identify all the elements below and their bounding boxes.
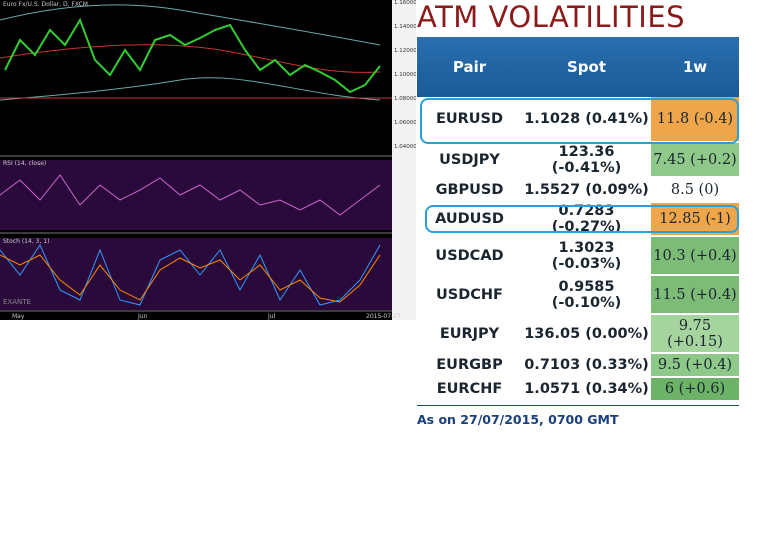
stoch-d: [0, 254, 381, 303]
month-label: Jul: [267, 313, 276, 320]
table-row: EURUSD 1.1028 (0.41%) 11.8 (-0.4): [417, 97, 739, 143]
cell-pair: USDCHF: [417, 275, 522, 315]
month-label: Jun: [137, 313, 148, 320]
date-label: 2015-07-27: [366, 313, 401, 320]
month-label: May: [12, 313, 25, 320]
stoch-label: Stoch (14, 3, 1): [3, 238, 49, 245]
cell-spot: 1.5527 (0.09%): [522, 177, 651, 203]
footnote: As on 27/07/2015, 0700 GMT: [417, 405, 739, 427]
cell-pair: EURCHF: [417, 377, 522, 402]
chart-title: Euro Fx/U.S. Dollar, D, FXCM: [3, 1, 88, 8]
cell-w1: 7.45 (+0.2): [651, 142, 739, 178]
table-row: EURCHF 1.0571 (0.34%) 6 (+0.6): [417, 377, 739, 402]
price-tick-label: 1.10000: [394, 72, 416, 78]
rsi-line: [0, 174, 381, 216]
cell-spot: 123.36 (-0.41%): [522, 142, 651, 178]
cell-spot: 0.7103 (0.33%): [522, 353, 651, 378]
cell-pair: USDJPY: [417, 142, 522, 178]
rsi-label: RSI (14, close): [3, 160, 46, 167]
header-cell: Pair: [417, 37, 522, 97]
highlight-box: [425, 205, 739, 233]
table-row: EURGBP 0.7103 (0.33%) 9.5 (+0.4): [417, 353, 739, 378]
table-title: ATM VOLATILITIES: [417, 0, 686, 34]
price-tick-label: 1.14000: [394, 24, 416, 30]
table-row: GBPUSD 1.5527 (0.09%) 8.5 (0): [417, 177, 739, 203]
cell-w1: 9.5 (+0.4): [651, 353, 739, 378]
cell-pair: EURUSD: [417, 97, 522, 143]
axis-bg: [392, 0, 416, 320]
price-tick-label: 1.08000: [394, 96, 416, 102]
price-tick-label: 1.06000: [394, 120, 416, 126]
cell-pair: EURJPY: [417, 314, 522, 354]
table-row: USDCHF 0.9585 (-0.10%) 11.5 (+0.4): [417, 275, 739, 315]
cell-w1: 6 (+0.6): [651, 377, 739, 402]
cell-spot: 1.1028 (0.41%): [522, 97, 651, 143]
cell-w1: 8.5 (0): [651, 177, 739, 203]
volatility-table: Pair Spot 1w EURUSD 1.1028 (0.41%) 11.8 (-…: [417, 37, 739, 402]
band-lower: [0, 77, 381, 101]
table-row: USDCAD 1.3023 (-0.03%) 10.3 (+0.4): [417, 236, 739, 276]
price-chart: Euro Fx/U.S. Dollar, D, FXCM RSI (14, cl…: [0, 0, 416, 320]
cell-spot: 1.0571 (0.34%): [522, 377, 651, 402]
table-row: USDJPY 123.36 (-0.41%) 7.45 (+0.2): [417, 142, 739, 178]
cell-pair: EURGBP: [417, 353, 522, 378]
rsi-bg: [0, 160, 392, 230]
highlight-box: [420, 98, 739, 144]
cell-w1: 9.75 (+0.15): [651, 314, 739, 354]
header-cell: Spot: [522, 37, 651, 97]
logo: EXANTE: [3, 298, 31, 306]
price-line: [4, 17, 381, 94]
stoch-bg: [0, 238, 392, 310]
cell-w1: 11.8 (-0.4): [651, 97, 739, 143]
cell-w1: 11.5 (+0.4): [651, 275, 739, 315]
cell-spot: 136.05 (0.00%): [522, 314, 651, 354]
moving-average: [0, 44, 381, 73]
cell-pair: GBPUSD: [417, 177, 522, 203]
table-row: EURJPY 136.05 (0.00%) 9.75 (+0.15): [417, 314, 739, 354]
cell-w1: 10.3 (+0.4): [651, 236, 739, 276]
cell-pair: USDCAD: [417, 236, 522, 276]
band-upper: [0, 4, 381, 46]
cell-spot: 1.3023 (-0.03%): [522, 236, 651, 276]
header-cell: 1w: [651, 37, 739, 97]
header-row: Pair Spot 1w: [417, 37, 739, 97]
cell-spot: 0.9585 (-0.10%): [522, 275, 651, 315]
price-tick-label: 1.04000: [394, 144, 416, 150]
price-tick-label: 1.16000: [394, 0, 416, 6]
price-tick-label: 1.12000: [394, 48, 416, 54]
